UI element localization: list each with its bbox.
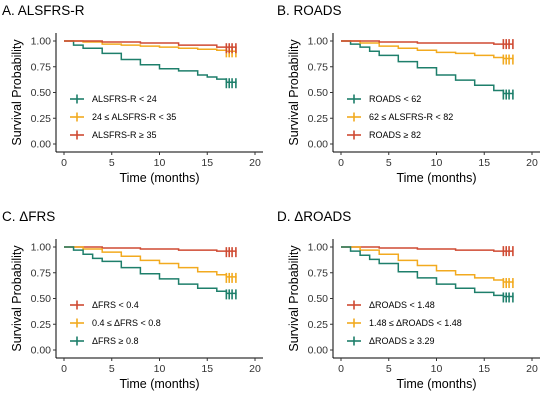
survival-curve-1 [64,40,237,84]
x-tick-label: 20 [526,157,538,169]
y-tick-label: 0.75 [308,61,329,73]
x-tick-label: 15 [201,363,213,375]
x-tick-label: 10 [154,363,166,375]
y-tick-label: 0.00 [31,345,52,357]
y-tick-label: 0.00 [308,345,329,357]
y-tick-label: 1.00 [31,242,52,254]
y-tick-label: 0.25 [308,319,329,331]
legend-label: 0.4 ≤ ΔFRS < 0.8 [92,318,161,328]
legend-item: ROADS < 62 [347,94,421,104]
legend-item: ΔROADS < 1.48 [347,300,435,310]
y-axis-title: Survival Probability [287,245,301,352]
panel-title: C. ΔFRS [2,209,55,224]
y-axis-title: Survival Probability [287,39,301,146]
x-tick-label: 10 [431,157,443,169]
legend-item: ROADS ≥ 82 [347,130,421,140]
legend-label: ΔROADS < 1.48 [369,300,435,310]
survival-curve-3 [64,40,237,49]
x-tick-label: 5 [386,157,392,169]
y-tick-label: 0.00 [31,139,52,151]
survival-curve-2 [341,246,514,284]
panel-title: D. ΔROADS [277,209,351,224]
y-tick-label: 0.75 [31,61,52,73]
x-tick-label: 5 [386,363,392,375]
panel-title: A. ALSFRS-R [2,3,85,18]
km-panel-1: A. ALSFRS-R 0.00 0.25 0.50 0.75 1.00 0 5 10 15 20 T… [2,3,263,185]
y-tick-label: 0.25 [308,113,329,125]
x-axis-title: Time (months) [119,171,199,185]
km-panel-3: C. ΔFRS 0.00 0.25 0.50 0.75 1.00 0 5 10 15 20 Time … [2,209,263,391]
legend-item: 62 ≤ ALSFRS-R < 82 [347,112,453,122]
x-tick-label: 0 [61,363,67,375]
y-tick-label: 0.25 [31,319,52,331]
x-tick-label: 10 [154,157,166,169]
x-tick-label: 15 [478,363,490,375]
legend-label: ROADS ≥ 82 [369,130,421,140]
legend-item: ALSFRS-R < 24 [70,94,157,104]
x-tick-label: 15 [201,157,213,169]
y-tick-label: 0.75 [308,267,329,279]
legend-label: 62 ≤ ALSFRS-R < 82 [369,112,453,122]
survival-curve-1 [64,246,237,253]
legend-label: 1.48 ≤ ΔROADS < 1.48 [369,318,462,328]
legend-label: ALSFRS-R < 24 [92,94,157,104]
y-tick-label: 0.25 [31,113,52,125]
survival-curve-2 [341,40,514,60]
x-tick-label: 0 [338,363,344,375]
survival-curve-3 [64,246,237,295]
survival-curve-1 [341,40,514,95]
legend-label: ALSFRS-R ≥ 35 [92,130,156,140]
y-tick-label: 0.50 [308,87,329,99]
x-tick-label: 15 [478,157,490,169]
y-tick-label: 0.00 [308,139,329,151]
legend-item: ΔFRS ≥ 0.8 [70,336,138,346]
legend-label: ΔFRS < 0.4 [92,300,139,310]
y-tick-label: 1.00 [31,36,52,48]
survival-curve-1 [341,246,513,252]
legend-item: ΔROADS ≥ 3.29 [347,336,434,346]
x-axis-title: Time (months) [119,377,199,391]
x-tick-label: 20 [249,157,261,169]
km-panel-2: B. ROADS 0.00 0.25 0.50 0.75 1.00 0 5 10 15 20 Time… [277,3,540,185]
legend-item: ALSFRS-R ≥ 35 [70,130,156,140]
legend-item: 0.4 ≤ ΔFRS < 0.8 [70,318,161,328]
legend-label: ΔFRS ≥ 0.8 [92,336,138,346]
legend-label: ROADS < 62 [369,94,421,104]
x-tick-label: 5 [109,157,115,169]
y-tick-label: 0.75 [31,267,52,279]
y-tick-label: 0.50 [308,293,329,305]
y-axis-title: Survival Probability [10,39,24,146]
survival-curve-2 [64,246,237,278]
legend-label: 24 ≤ ALSFRS-R < 35 [92,112,176,122]
x-tick-label: 0 [338,157,344,169]
x-tick-label: 10 [431,363,443,375]
survival-curve-3 [341,40,513,45]
y-tick-label: 1.00 [308,242,329,254]
legend-item: 1.48 ≤ ΔROADS < 1.48 [347,318,462,328]
legend-item: 24 ≤ ALSFRS-R < 35 [70,112,176,122]
y-tick-label: 0.50 [31,293,52,305]
x-tick-label: 0 [61,157,67,169]
x-tick-label: 5 [109,363,115,375]
legend-item: ΔFRS < 0.4 [70,300,139,310]
y-tick-label: 0.50 [31,87,52,99]
x-axis-title: Time (months) [396,171,476,185]
x-tick-label: 20 [526,363,538,375]
survival-curve-3 [341,246,514,298]
y-axis-title: Survival Probability [10,245,24,352]
panel-title: B. ROADS [277,3,342,18]
legend-label: ΔROADS ≥ 3.29 [369,336,434,346]
x-axis-title: Time (months) [396,377,476,391]
x-tick-label: 20 [249,363,261,375]
y-tick-label: 1.00 [308,36,329,48]
km-panel-4: D. ΔROADS 0.00 0.25 0.50 0.75 1.00 0 5 10 15 20 Tim… [277,209,540,391]
